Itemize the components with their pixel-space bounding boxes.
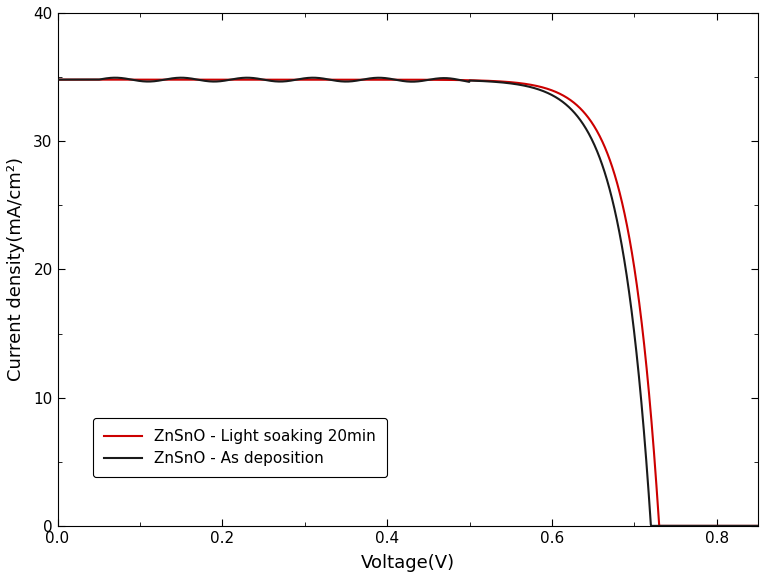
ZnSnO - Light soaking 20min xyxy=(375,76,384,83)
ZnSnO - As deposition xyxy=(376,74,385,81)
ZnSnO - Light soaking 20min xyxy=(734,522,743,529)
ZnSnO - As deposition xyxy=(394,77,403,84)
ZnSnO - Light soaking 20min xyxy=(393,76,402,83)
ZnSnO - As deposition xyxy=(177,74,186,81)
ZnSnO - Light soaking 20min xyxy=(604,155,614,162)
ZnSnO - Light soaking 20min xyxy=(53,76,62,83)
Legend: ZnSnO - Light soaking 20min, ZnSnO - As deposition: ZnSnO - Light soaking 20min, ZnSnO - As … xyxy=(93,418,387,477)
X-axis label: Voltage(V): Voltage(V) xyxy=(361,554,455,572)
ZnSnO - As deposition xyxy=(734,522,743,529)
ZnSnO - As deposition xyxy=(646,522,656,529)
ZnSnO - As deposition xyxy=(89,76,98,83)
ZnSnO - Light soaking 20min xyxy=(754,522,763,529)
ZnSnO - Light soaking 20min xyxy=(89,76,98,83)
ZnSnO - Light soaking 20min xyxy=(655,522,664,529)
ZnSnO - As deposition xyxy=(53,76,62,83)
Line: ZnSnO - As deposition: ZnSnO - As deposition xyxy=(57,78,758,526)
ZnSnO - As deposition xyxy=(734,522,743,529)
ZnSnO - As deposition xyxy=(605,185,614,192)
ZnSnO - As deposition xyxy=(754,522,763,529)
Line: ZnSnO - Light soaking 20min: ZnSnO - Light soaking 20min xyxy=(57,80,758,526)
Y-axis label: Current density(mA/cm²): Current density(mA/cm²) xyxy=(7,157,25,382)
ZnSnO - Light soaking 20min xyxy=(733,522,742,529)
